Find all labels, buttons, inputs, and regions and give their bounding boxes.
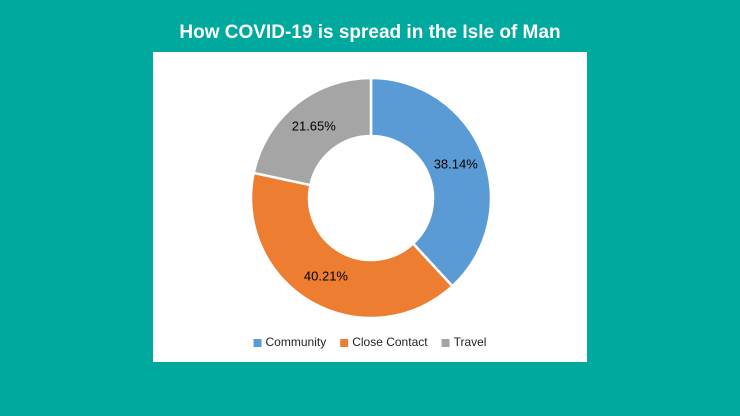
legend-label: Travel bbox=[454, 335, 487, 349]
legend-marker bbox=[340, 339, 349, 347]
data-label: 40.21% bbox=[304, 268, 349, 283]
data-label: 38.14% bbox=[434, 156, 479, 171]
legend-label: Close Contact bbox=[352, 335, 428, 349]
donut-segment bbox=[369, 76, 493, 288]
legend-marker bbox=[253, 339, 262, 347]
donut-segment bbox=[252, 76, 373, 187]
chart-title: How COVID-19 is spread in the Isle of Ma… bbox=[179, 22, 560, 43]
legend-label: Community bbox=[266, 335, 327, 349]
donut-segment bbox=[249, 171, 455, 320]
data-label: 21.65% bbox=[292, 119, 337, 134]
legend-marker bbox=[441, 339, 450, 347]
